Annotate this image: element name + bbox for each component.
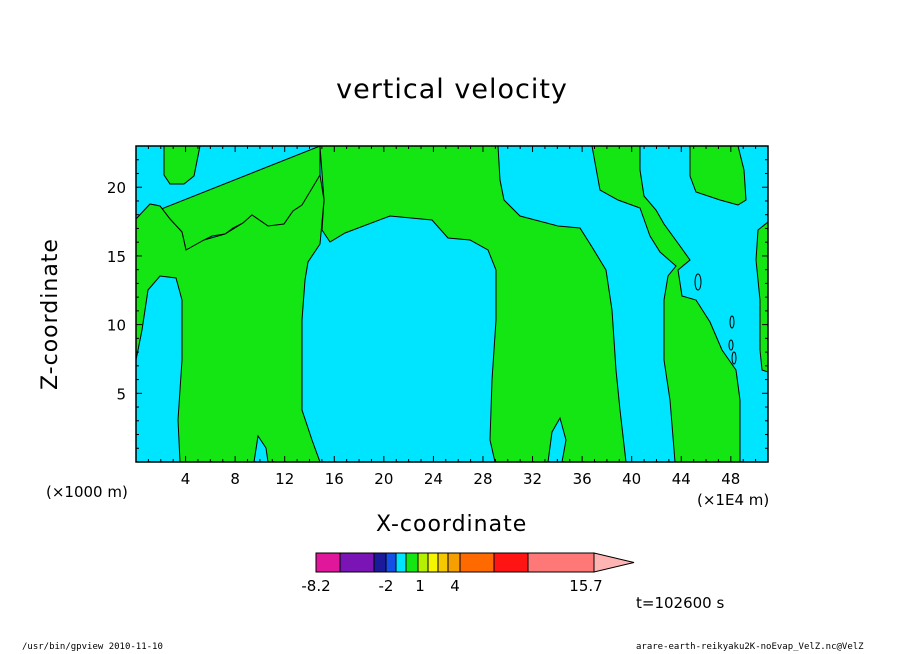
colorbar-swatch bbox=[493, 552, 529, 573]
contour-region-base-left bbox=[136, 173, 325, 462]
contour-cell-small bbox=[728, 339, 734, 351]
footer-file-info: arare-earth-reikyaku2K-noEvap_VelZ.nc@Ve… bbox=[636, 642, 864, 652]
x-tick-label: 44 bbox=[672, 470, 691, 488]
colorbar-swatch bbox=[339, 552, 375, 573]
colorbar-swatch bbox=[417, 552, 429, 573]
contour-region-far-right bbox=[689, 146, 747, 206]
x-tick-label: 16 bbox=[325, 470, 344, 488]
colorbar-swatch bbox=[459, 552, 495, 573]
x-tick-label: 8 bbox=[230, 470, 240, 488]
colorbar-swatch bbox=[405, 552, 419, 573]
colorbar-label: -8.2 bbox=[301, 577, 330, 595]
colorbar-swatch bbox=[427, 552, 439, 573]
colorbar-swatch bbox=[527, 552, 595, 573]
colorbar-swatch bbox=[437, 552, 449, 573]
chart-title: vertical velocity bbox=[336, 74, 568, 105]
y-tick-label: 5 bbox=[116, 385, 126, 403]
colorbar-swatch bbox=[373, 552, 387, 573]
plot-area bbox=[136, 146, 768, 462]
x-tick-label: 32 bbox=[523, 470, 542, 488]
x-tick-label: 28 bbox=[473, 470, 492, 488]
colorbar: -8.2 -2 1 4 15.7 bbox=[301, 552, 635, 595]
x-tick-label: 40 bbox=[622, 470, 641, 488]
colorbar-label: -2 bbox=[379, 577, 394, 595]
colorbar-label: 1 bbox=[415, 577, 425, 595]
contour-region-edge-right bbox=[755, 221, 768, 373]
y-axis-title: Z-coordinate bbox=[38, 238, 63, 390]
x-tick-label: 4 bbox=[181, 470, 191, 488]
time-label: t=102600 s bbox=[636, 594, 725, 612]
colorbar-arrow bbox=[593, 552, 635, 573]
y-tick-label: 20 bbox=[107, 179, 126, 197]
x-tick-label: 12 bbox=[275, 470, 294, 488]
colorbar-label: 15.7 bbox=[569, 577, 602, 595]
x-tick-label: 20 bbox=[374, 470, 393, 488]
x-tick-label: 48 bbox=[721, 470, 740, 488]
colorbar-swatch bbox=[315, 552, 341, 573]
x-axis: 4 8 12 16 20 24 28 32 36 40 44 48 bbox=[147, 146, 757, 488]
x-tick-label: 36 bbox=[573, 470, 592, 488]
footer-program-info: /usr/bin/gpview 2010-11-10 bbox=[22, 642, 163, 652]
colorbar-label: 4 bbox=[450, 577, 460, 595]
y-axis: 5 10 15 20 bbox=[107, 159, 768, 449]
colorbar-swatch bbox=[395, 552, 407, 573]
x-tick-label: 24 bbox=[424, 470, 443, 488]
contour-cell-small bbox=[694, 273, 702, 291]
x-axis-title: X-coordinate bbox=[376, 512, 528, 537]
y-tick-label: 15 bbox=[107, 248, 126, 266]
plot-frame bbox=[135, 145, 769, 463]
y-tick-label: 10 bbox=[107, 317, 126, 335]
x-axis-scale-label: (×1E4 m) bbox=[697, 491, 770, 509]
contour-region-right bbox=[591, 146, 741, 462]
colorbar-swatch bbox=[447, 552, 461, 573]
x-axis-unit-label: (×1000 m) bbox=[46, 483, 128, 501]
colorbar-swatch bbox=[385, 552, 397, 573]
contour-cell-small bbox=[729, 315, 735, 329]
contour-cell-small bbox=[731, 351, 737, 365]
